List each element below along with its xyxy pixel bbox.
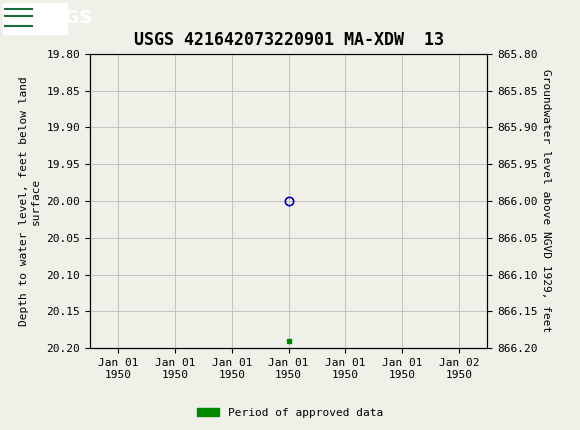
Legend: Period of approved data: Period of approved data	[193, 403, 387, 422]
Text: USGS: USGS	[38, 9, 93, 27]
Y-axis label: Depth to water level, feet below land
surface: Depth to water level, feet below land su…	[19, 76, 41, 326]
Y-axis label: Groundwater level above NGVD 1929, feet: Groundwater level above NGVD 1929, feet	[541, 69, 552, 333]
Title: USGS 421642073220901 MA-XDW  13: USGS 421642073220901 MA-XDW 13	[133, 31, 444, 49]
FancyBboxPatch shape	[3, 3, 67, 34]
